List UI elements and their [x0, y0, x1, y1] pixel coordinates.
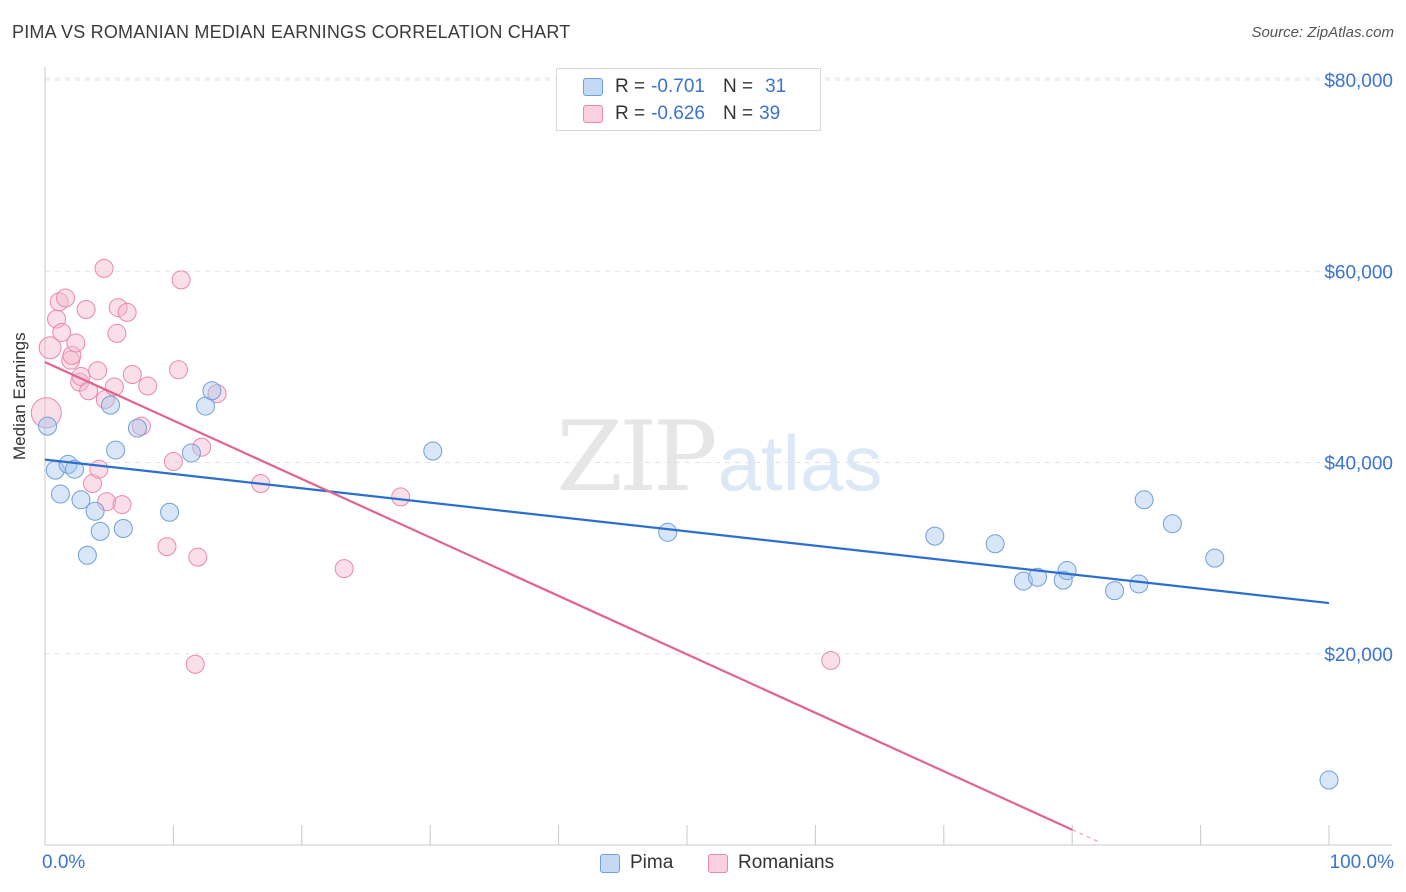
- pima-point: [423, 441, 443, 461]
- pima-points: [38, 381, 1339, 790]
- pima-point: [71, 490, 91, 510]
- pima-point: [1053, 570, 1073, 590]
- series-legend-pima: Pima: [600, 852, 673, 874]
- romanians-point: [52, 322, 72, 342]
- source-note: Source: ZipAtlas.com: [1251, 24, 1394, 41]
- romanians-point: [207, 384, 227, 404]
- series-legend-romanians-label: Romanians: [738, 852, 835, 873]
- pima-point: [1134, 490, 1154, 510]
- romanians-point: [76, 300, 96, 319]
- legend-r-label: R =: [615, 76, 646, 97]
- pima-point: [1129, 574, 1149, 594]
- legend-n-value: 39: [759, 103, 781, 124]
- legend-r-label: R =: [615, 103, 646, 124]
- pima-swatch: [583, 78, 603, 96]
- pima-trend-line: [44, 458, 1330, 605]
- axes: [44, 67, 1392, 846]
- pima-point: [100, 395, 120, 415]
- pima-point: [77, 545, 97, 565]
- series-legend-pima-label: Pima: [630, 852, 674, 873]
- watermark-atlas: atlas: [718, 419, 883, 507]
- romanians-point: [94, 258, 114, 278]
- pima-point: [127, 418, 147, 438]
- legend-n-label: N =: [722, 103, 754, 124]
- pima-point: [1013, 571, 1033, 591]
- romanians-point: [117, 302, 137, 322]
- romanians-point: [171, 270, 191, 290]
- gridlines: [45, 77, 1392, 655]
- romanians-point: [108, 298, 128, 318]
- pima-point: [50, 484, 70, 504]
- romanians-trend-extension: [1071, 829, 1099, 842]
- romanians-point: [83, 474, 103, 494]
- pima-point: [1162, 514, 1182, 534]
- pima-point: [658, 522, 678, 542]
- y-tick-label: $20,000: [1324, 645, 1393, 666]
- pima-point: [1105, 581, 1125, 601]
- romanians-point: [188, 547, 208, 567]
- pima-point: [1205, 548, 1225, 568]
- romanians-swatch: [708, 853, 728, 873]
- legend-n-label: N =: [722, 76, 754, 97]
- romanians-point: [391, 487, 411, 507]
- romanians-point: [169, 360, 189, 380]
- romanians-point: [122, 365, 142, 385]
- y-tick-label: $60,000: [1324, 262, 1393, 283]
- pima-point: [181, 443, 201, 463]
- x-tick-max: 100.0%: [1329, 852, 1394, 873]
- y-tick-labels: $20,000 $40,000 $60,000 $80,000: [1324, 71, 1393, 666]
- pima-point: [160, 502, 180, 522]
- pima-point: [925, 526, 945, 546]
- pima-point: [85, 501, 105, 521]
- romanians-point: [192, 437, 212, 457]
- pima-point: [106, 440, 126, 460]
- pima-point: [38, 416, 58, 436]
- y-tick-label: $40,000: [1324, 454, 1393, 475]
- romanians-point: [38, 336, 62, 360]
- pima-point: [65, 459, 85, 479]
- pima-point: [113, 518, 133, 538]
- legend-row-romanians: R = -0.626 N = 39: [583, 102, 780, 126]
- pima-swatch: [600, 853, 620, 873]
- legend-n-value: 31: [765, 76, 787, 97]
- romanians-trend-line: [44, 361, 1073, 831]
- romanians-point: [62, 345, 82, 365]
- romanians-swatch: [583, 105, 603, 123]
- romanians-point: [185, 654, 205, 674]
- pima-point: [202, 381, 222, 401]
- legend-r-value: -0.626: [651, 103, 705, 124]
- watermark: ZIP atlas: [556, 401, 882, 513]
- romanians-point: [112, 495, 132, 515]
- x-tick-min: 0.0%: [42, 852, 86, 873]
- romanians-point: [88, 361, 108, 381]
- chart-title: PIMA VS ROMANIAN MEDIAN EARNINGS CORRELA…: [12, 22, 571, 42]
- y-tick-label: $80,000: [1324, 71, 1393, 92]
- romanians-point: [107, 323, 127, 343]
- legend-row-pima: R = -0.701 N = 31: [583, 75, 786, 99]
- series-legend: Pima Romanians: [0, 852, 1406, 876]
- romanians-point: [66, 333, 86, 353]
- pima-point: [90, 521, 110, 541]
- pima-point: [1319, 770, 1339, 790]
- legend-r-value: -0.701: [651, 76, 705, 97]
- pima-point: [985, 534, 1005, 554]
- pima-point: [1057, 561, 1077, 581]
- romanians-point: [157, 537, 177, 557]
- romanians-point: [56, 288, 76, 308]
- romanians-point: [334, 559, 354, 579]
- romanians-point: [821, 650, 841, 670]
- romanians-point: [89, 459, 109, 479]
- romanians-point: [138, 376, 158, 396]
- pima-point: [1028, 567, 1048, 587]
- romanians-point: [163, 452, 183, 472]
- series-legend-romanians: Romanians: [708, 852, 834, 874]
- watermark-zip: ZIP: [556, 401, 715, 513]
- trend-lines: [44, 361, 1330, 842]
- correlation-legend: R = -0.701 N = 31 R = -0.626 N = 39: [556, 68, 821, 131]
